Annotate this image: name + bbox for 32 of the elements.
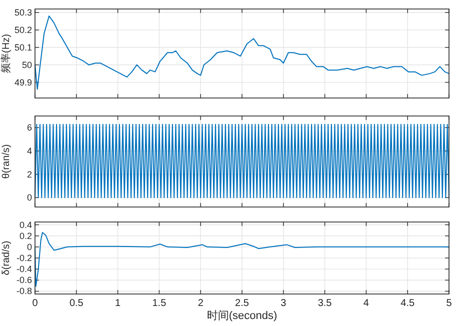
y-tick-label: -0.2: [16, 253, 32, 263]
y-tick-label: -0.8: [16, 286, 32, 296]
x-axis-title: 时间(seconds): [206, 309, 278, 322]
y-tick-label: 50: [22, 60, 32, 70]
line-series: [34, 232, 450, 287]
y-tick-label: 0: [26, 242, 32, 252]
x-tick-label: 4.5: [400, 298, 415, 309]
y-tick-label: -0.4: [16, 264, 32, 274]
y-tick-label: 49.9: [14, 77, 32, 88]
x-tick-label: 5: [446, 298, 452, 309]
x-tick-label: 2: [198, 298, 204, 309]
x-tick-label: 0.5: [69, 298, 84, 309]
x-tick-label: 4: [363, 298, 370, 309]
y-tick-label: -0.6: [16, 275, 32, 286]
y-axis-title: θ(ran/s): [1, 144, 12, 179]
y-tick-label: 50.3: [14, 7, 32, 18]
x-tick-label: 1.5: [152, 298, 167, 309]
y-axis-title: 频率(Hz): [0, 34, 12, 73]
y-tick-label: 6: [26, 122, 32, 133]
line-series: [34, 15, 450, 90]
y-tick-label: 50.1: [14, 42, 32, 52]
x-tick-label: 1: [115, 298, 122, 309]
y-axis-title: δ(rad/s): [1, 240, 12, 276]
x-tick-label: 3: [280, 298, 287, 309]
y-tick-label: 0.4: [19, 220, 32, 230]
y-tick-label: 4: [26, 146, 32, 156]
y-tick-label: 0.2: [19, 230, 32, 241]
x-tick-label: 3.5: [318, 298, 332, 309]
y-tick-label: 2: [26, 169, 32, 180]
x-tick-label: 2.5: [235, 298, 250, 309]
y-tick-label: 0: [26, 192, 32, 203]
y-tick-label: 50.2: [14, 24, 32, 35]
